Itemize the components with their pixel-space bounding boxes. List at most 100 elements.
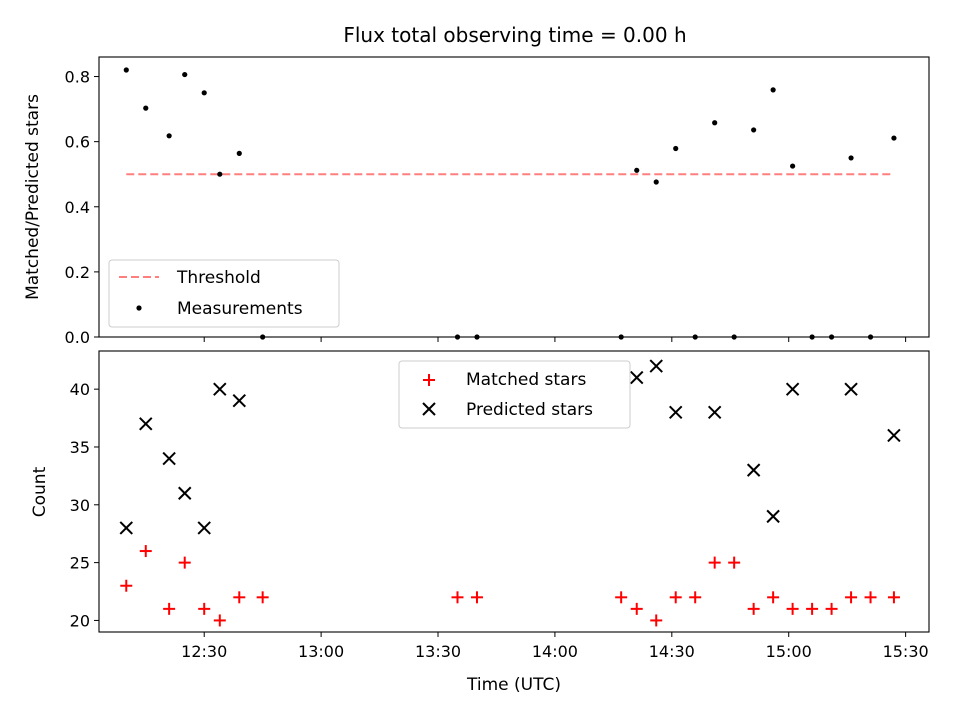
chart-title: Flux total observing time = 0.00 h — [343, 23, 686, 47]
predicted-stars-point — [232, 394, 246, 408]
matched-stars-point — [213, 614, 226, 627]
matched-stars-point — [163, 602, 176, 615]
predicted-stars-point — [766, 509, 780, 524]
predicted-stars-point — [746, 463, 761, 477]
matched-stars-point — [470, 591, 483, 604]
predicted-stars-point-b — [746, 463, 761, 477]
x-tick-label: 13:00 — [298, 642, 344, 661]
x-tick-label: 13:30 — [415, 642, 461, 661]
matched-stars-point — [747, 602, 760, 615]
measurements-point — [236, 150, 242, 156]
predicted-stars-point-b — [707, 405, 722, 419]
predicted-stars-point — [887, 428, 901, 443]
matched-stars-point — [198, 602, 211, 615]
predicted-stars-point-b — [785, 382, 800, 396]
predicted-stars-point-b — [213, 382, 227, 396]
predicted-stars-point — [178, 486, 192, 500]
matched-stars-point — [806, 602, 819, 615]
measurements-point — [201, 90, 207, 96]
panel-star-counts: 20 25 30 35 40 12:30 13:00 13:30 14:00 14:30 15:0… — [30, 350, 930, 695]
measurements-point — [673, 145, 679, 152]
x-tick-label: 15:00 — [766, 642, 812, 661]
y-tick-label: 0.2 — [65, 263, 90, 282]
measurements-point — [848, 155, 854, 161]
predicted-stars-point — [844, 382, 858, 396]
predicted-stars-point-b — [197, 521, 211, 535]
matched-stars-point — [630, 602, 643, 615]
measurements-point — [891, 135, 897, 141]
matched-stars-point — [615, 591, 628, 604]
predicted-stars-point — [197, 521, 211, 535]
legend-label-threshold: Threshold — [176, 268, 261, 288]
legend-top: Threshold Measurements — [108, 259, 340, 328]
y-tick-label: 20 — [70, 611, 90, 630]
measurements-point — [751, 127, 757, 133]
legend-swatch-predicted — [422, 402, 436, 416]
predicted-stars-point — [785, 382, 800, 396]
matched-stars-point — [825, 602, 838, 615]
y-axis-label-bottom: Count — [30, 466, 50, 517]
matched-stars-point — [708, 556, 721, 569]
y-axis-label-top: Matched/Predicted stars — [23, 94, 43, 300]
y-tick-label: 25 — [70, 554, 90, 573]
x-tick-label: 14:00 — [532, 642, 578, 661]
matched-stars-point — [178, 556, 191, 569]
y-tick-label: 35 — [70, 438, 90, 457]
matched-stars-point — [233, 591, 246, 604]
predicted-stars-point-b — [178, 486, 192, 500]
matched-stars-point — [689, 591, 702, 604]
predicted-stars-point — [630, 370, 644, 385]
x-tick-label: 14:30 — [649, 642, 695, 661]
x-axis-label: Time (UTC) — [466, 675, 561, 695]
predicted-stars-point — [162, 451, 176, 466]
predicted-stars-point-b — [162, 451, 176, 466]
y-tick-label: 30 — [70, 496, 90, 515]
predicted-stars-point-b — [139, 417, 153, 431]
legend-label-measurements: Measurements — [177, 299, 303, 319]
y-tick-label: 0.8 — [65, 68, 90, 87]
y-tick-label: 0.6 — [65, 133, 90, 152]
measurements-point — [653, 179, 659, 185]
measurements-point — [634, 167, 640, 173]
y-tick-label: 40 — [70, 380, 90, 399]
predicted-stars-point — [213, 382, 227, 396]
legend-swatch-matched — [423, 374, 435, 386]
x-tick-label: 12:30 — [181, 642, 227, 661]
legend-bottom: Matched stars Predicted stars — [398, 360, 631, 429]
matched-stars-point — [139, 545, 152, 558]
matched-stars-point — [728, 556, 741, 569]
matched-stars-point — [669, 591, 682, 604]
x-tick-label: 15:30 — [883, 642, 929, 661]
matched-stars-point — [887, 591, 900, 604]
legend-label-matched: Matched stars — [466, 370, 586, 390]
predicted-stars-point-b — [119, 521, 133, 535]
matched-stars-point — [864, 591, 877, 604]
predicted-stars-point-b — [669, 405, 683, 419]
legend-frame-top — [108, 259, 340, 328]
matched-stars-point — [650, 614, 663, 627]
predicted-stars-point-b — [649, 359, 663, 373]
matched-stars-point — [786, 602, 799, 615]
measurements-point — [712, 120, 718, 126]
legend-label-predicted: Predicted stars — [466, 400, 593, 420]
measurements-point — [166, 133, 172, 139]
matched-stars-point — [845, 591, 858, 604]
measurements-point — [143, 105, 149, 111]
predicted-stars-point — [139, 417, 153, 431]
predicted-stars-point — [669, 405, 683, 419]
legend-swatch-measurements — [136, 305, 142, 311]
predicted-stars-point-b — [232, 394, 246, 408]
predicted-stars-point — [707, 405, 722, 419]
panel-flux-ratio: 0.00.20.40.60.8 Matched/Predicted stars … — [23, 56, 930, 347]
matched-stars-point — [120, 579, 133, 592]
predicted-stars-point-b — [844, 382, 858, 396]
y-tick-label: 0.4 — [65, 198, 90, 217]
matched-stars-point — [767, 591, 780, 604]
axes-frame-bottom — [98, 350, 930, 633]
measurements-point — [790, 163, 796, 169]
measurements-point — [770, 87, 776, 93]
predicted-stars-point-b — [630, 370, 644, 385]
legend-frame-bottom — [398, 360, 631, 429]
matched-stars-point — [256, 591, 269, 604]
